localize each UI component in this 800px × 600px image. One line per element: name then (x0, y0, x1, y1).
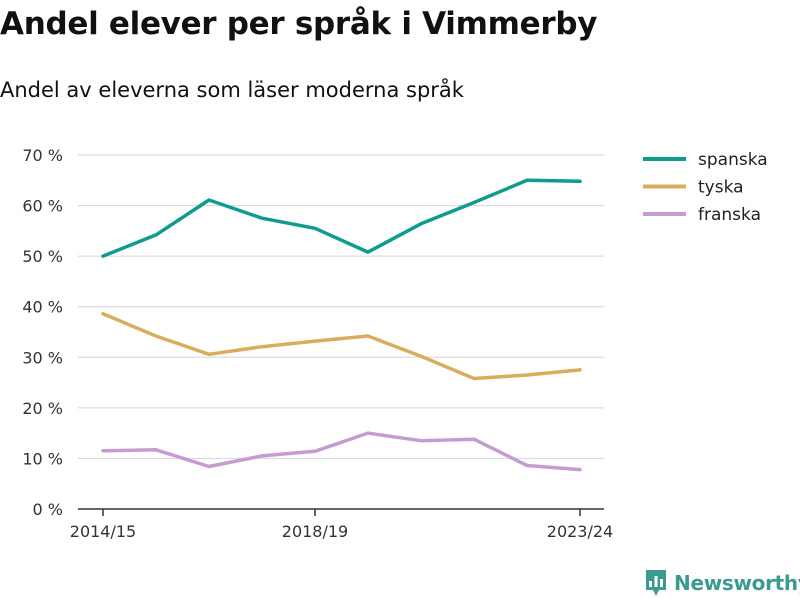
series-line-tyska (101, 312, 582, 381)
legend-label-tyska: tyska (698, 178, 744, 198)
series-lines (101, 178, 582, 472)
x-tick-label: 2018/19 (282, 522, 348, 541)
series-line-franska (101, 431, 582, 472)
series-line-spanska (101, 178, 582, 258)
y-axis: 0 % 10 % 20 % 30 % 40 % 50 % 60 % 70 % (22, 146, 63, 519)
legend: spanska tyska franska (643, 150, 768, 225)
y-tick-label: 60 % (22, 197, 63, 216)
y-tick-label: 30 % (22, 348, 63, 367)
brand-name: Newsworthy (674, 571, 800, 595)
legend-label-spanska: spanska (698, 150, 768, 170)
brand-logo: Newsworthy (644, 568, 800, 598)
legend-label-franska: franska (698, 205, 761, 225)
y-tick-label: 10 % (22, 449, 63, 468)
y-tick-label: 20 % (22, 399, 63, 418)
chart-subtitle: Andel av eleverna som läser moderna språ… (0, 78, 464, 102)
x-tick-label: 2023/24 (547, 522, 613, 541)
y-tick-label: 40 % (22, 298, 63, 317)
newsworthy-logo-icon (646, 570, 666, 596)
chart-title: Andel elever per språk i Vimmerby (0, 6, 598, 42)
x-axis: 2014/15 2018/19 2023/24 (70, 508, 613, 541)
y-tick-label: 50 % (22, 247, 63, 266)
y-tick-label: 0 % (33, 500, 63, 519)
y-tick-label: 70 % (22, 146, 63, 165)
x-tick-label: 2014/15 (70, 522, 136, 541)
gridlines (78, 154, 604, 460)
